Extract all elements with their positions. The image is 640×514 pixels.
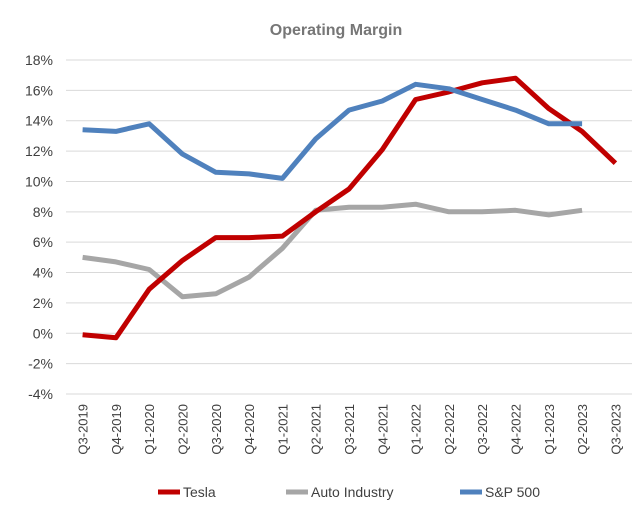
y-tick-label: 16% bbox=[25, 82, 53, 98]
x-tick-label: Q2-2020 bbox=[176, 404, 191, 455]
x-tick-label: Q2-2023 bbox=[575, 404, 590, 455]
series-line-tesla bbox=[82, 75, 618, 341]
x-tick-label: Q4-2022 bbox=[508, 404, 523, 455]
x-tick-label: Q3-2020 bbox=[209, 404, 224, 455]
chart-title: Operating Margin bbox=[270, 22, 402, 39]
y-tick-label: 12% bbox=[25, 143, 53, 159]
x-tick-label: Q4-2021 bbox=[375, 404, 390, 455]
x-tick-label: Q3-2022 bbox=[475, 404, 490, 455]
x-tick-label: Q4-2019 bbox=[109, 404, 124, 455]
y-tick-label: -2% bbox=[28, 356, 53, 372]
y-tick-label: 10% bbox=[25, 173, 53, 189]
series-lines bbox=[82, 75, 618, 341]
x-tick-label: Q3-2023 bbox=[608, 404, 623, 455]
series-line-s-p-500 bbox=[82, 81, 583, 181]
x-tick-label: Q1-2022 bbox=[409, 404, 424, 455]
x-tick-label: Q1-2023 bbox=[542, 404, 557, 455]
y-tick-label: 18% bbox=[25, 52, 53, 68]
x-tick-label: Q2-2021 bbox=[309, 404, 324, 455]
y-tick-label: 8% bbox=[33, 204, 53, 220]
x-tick-label: Q4-2020 bbox=[242, 404, 257, 455]
y-tick-label: 2% bbox=[33, 295, 53, 311]
y-tick-label: 4% bbox=[33, 265, 53, 281]
legend-label: Tesla bbox=[183, 484, 216, 500]
y-tick-label: 6% bbox=[33, 234, 53, 250]
x-tick-label: Q1-2020 bbox=[142, 404, 157, 455]
legend-label: Auto Industry bbox=[311, 484, 394, 500]
x-tick-label: Q3-2019 bbox=[76, 404, 91, 455]
y-tick-label: 14% bbox=[25, 113, 53, 129]
x-tick-label: Q3-2021 bbox=[342, 404, 357, 455]
legend-label: S&P 500 bbox=[485, 484, 540, 500]
series-line-auto-industry bbox=[82, 201, 583, 300]
x-tick-label: Q2-2022 bbox=[442, 404, 457, 455]
y-axis-tick-labels: -4% -2% 0% 2% 4% 6% 8% 10% 12% 14% 16% 18% bbox=[25, 52, 53, 402]
legend: Tesla Auto Industry S&P 500 bbox=[158, 484, 540, 500]
x-tick-label: Q1-2021 bbox=[275, 404, 290, 455]
x-axis-tick-labels: Q3-2019 Q4-2019 Q1-2020 Q2-2020 Q3-2020 Q4-20… bbox=[76, 404, 624, 455]
y-tick-label: -4% bbox=[28, 386, 53, 402]
y-tick-label: 0% bbox=[33, 325, 53, 341]
